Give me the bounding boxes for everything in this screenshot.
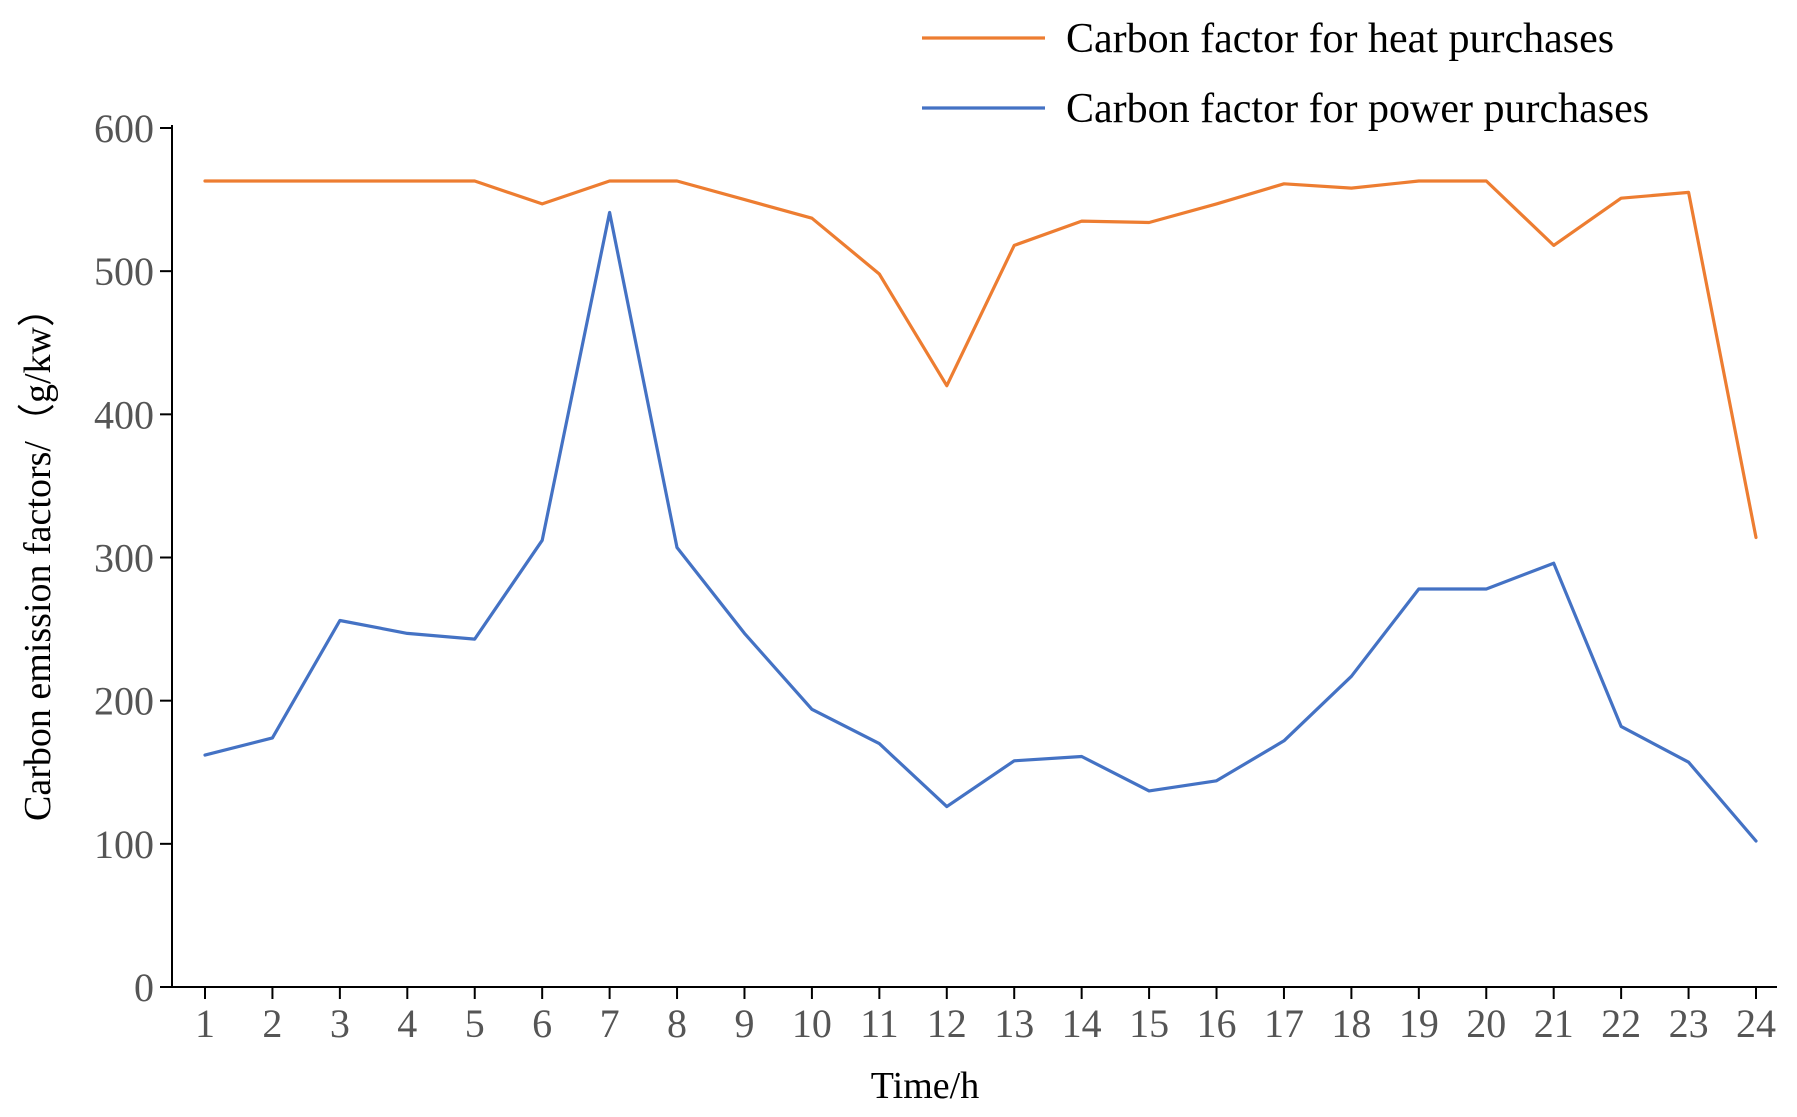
y-axis-ticks: 0 100 200 300 400 500 600 <box>94 106 172 1010</box>
series-1-point <box>1552 561 1556 565</box>
series-0-point <box>675 179 679 183</box>
x-tick-label: 7 <box>600 1001 620 1046</box>
x-tick-label: 17 <box>1264 1001 1304 1046</box>
y-tick-label: 0 <box>134 965 154 1010</box>
y-axis-title: Carbon emission factors/（g/kw） <box>17 289 59 821</box>
x-tick-label: 11 <box>860 1001 899 1046</box>
legend-label-0: Carbon factor for heat purchases <box>1066 16 1614 62</box>
series-0-point <box>1552 243 1556 247</box>
series-0-point <box>338 179 342 183</box>
x-tick-label: 9 <box>734 1001 754 1046</box>
series-0-point <box>1417 179 1421 183</box>
series-0-point <box>608 179 612 183</box>
x-tick-label: 8 <box>667 1001 687 1046</box>
x-tick-label: 24 <box>1736 1001 1776 1046</box>
series-0-point <box>203 179 207 183</box>
y-tick-label: 400 <box>94 392 154 437</box>
series-line-0 <box>203 179 1758 540</box>
x-tick-label: 10 <box>792 1001 832 1046</box>
series-0-point <box>1687 190 1691 194</box>
x-tick-label: 12 <box>927 1001 967 1046</box>
series-0-point <box>1619 196 1623 200</box>
series-0-point <box>1754 535 1758 539</box>
axes <box>171 125 1777 988</box>
series-1-point <box>270 736 274 740</box>
series-0-point <box>1012 243 1016 247</box>
series-line-1 <box>203 210 1758 843</box>
legend-label-1: Carbon factor for power purchases <box>1066 86 1649 132</box>
series-0-point <box>1080 219 1084 223</box>
series-0-point <box>1215 202 1219 206</box>
series-1-point <box>203 753 207 757</box>
x-tick-label: 6 <box>532 1001 552 1046</box>
series-1-point <box>1147 789 1151 793</box>
series-1-point <box>1215 779 1219 783</box>
x-tick-label: 23 <box>1669 1001 1709 1046</box>
series-1-point <box>473 637 477 641</box>
series-1-point <box>810 707 814 711</box>
series-1-point <box>1754 839 1758 843</box>
y-tick-label: 300 <box>94 536 154 581</box>
series-1-point <box>1417 587 1421 591</box>
series-0-point <box>473 179 477 183</box>
series-1-point <box>1484 587 1488 591</box>
x-tick-label: 19 <box>1399 1001 1439 1046</box>
series-1-point <box>1349 674 1353 678</box>
x-tick-label: 18 <box>1331 1001 1371 1046</box>
series-0-point <box>810 216 814 220</box>
series-1-point <box>1080 755 1084 759</box>
legend: Carbon factor for heat purchases Carbon f… <box>922 16 1649 132</box>
series-0-point <box>1484 179 1488 183</box>
x-axis-ticks: 1 2 3 4 5 6 7 8 9 10 11 12 13 14 15 16 17 18 19 20 21 22 23 24 <box>195 987 1776 1046</box>
x-tick-label: 14 <box>1062 1001 1102 1046</box>
series-0-point <box>540 202 544 206</box>
series-1-point <box>1012 759 1016 763</box>
x-tick-label: 5 <box>465 1001 485 1046</box>
series-1-point <box>540 538 544 542</box>
x-tick-label: 22 <box>1601 1001 1641 1046</box>
series-0-point <box>405 179 409 183</box>
x-tick-label: 2 <box>262 1001 282 1046</box>
x-tick-label: 16 <box>1197 1001 1237 1046</box>
x-tick-label: 21 <box>1534 1001 1574 1046</box>
x-tick-label: 13 <box>994 1001 1034 1046</box>
series-0-point <box>1147 220 1151 224</box>
series-1-point <box>945 805 949 809</box>
series-1-point <box>877 742 881 746</box>
y-tick-label: 500 <box>94 249 154 294</box>
y-tick-label: 600 <box>94 106 154 151</box>
series-lines <box>203 179 1758 843</box>
series-0-point <box>270 179 274 183</box>
series-1-point <box>338 618 342 622</box>
y-tick-label: 100 <box>94 822 154 867</box>
y-tick-label: 200 <box>94 679 154 724</box>
series-0-point <box>945 384 949 388</box>
x-tick-label: 4 <box>397 1001 417 1046</box>
series-0-point <box>1282 182 1286 186</box>
series-0-point <box>742 198 746 202</box>
series-0-point <box>1349 186 1353 190</box>
x-tick-label: 3 <box>330 1001 350 1046</box>
series-1-point <box>608 210 612 214</box>
series-1-point <box>1282 739 1286 743</box>
x-axis-title: Time/h <box>871 1065 979 1107</box>
series-1-point <box>675 545 679 549</box>
series-1-point <box>1619 724 1623 728</box>
x-tick-label: 1 <box>195 1001 215 1046</box>
x-tick-label: 15 <box>1129 1001 1169 1046</box>
x-tick-label: 20 <box>1466 1001 1506 1046</box>
series-1-point <box>742 631 746 635</box>
series-1-point <box>405 631 409 635</box>
series-1-point <box>1687 760 1691 764</box>
series-0-point <box>877 272 881 276</box>
